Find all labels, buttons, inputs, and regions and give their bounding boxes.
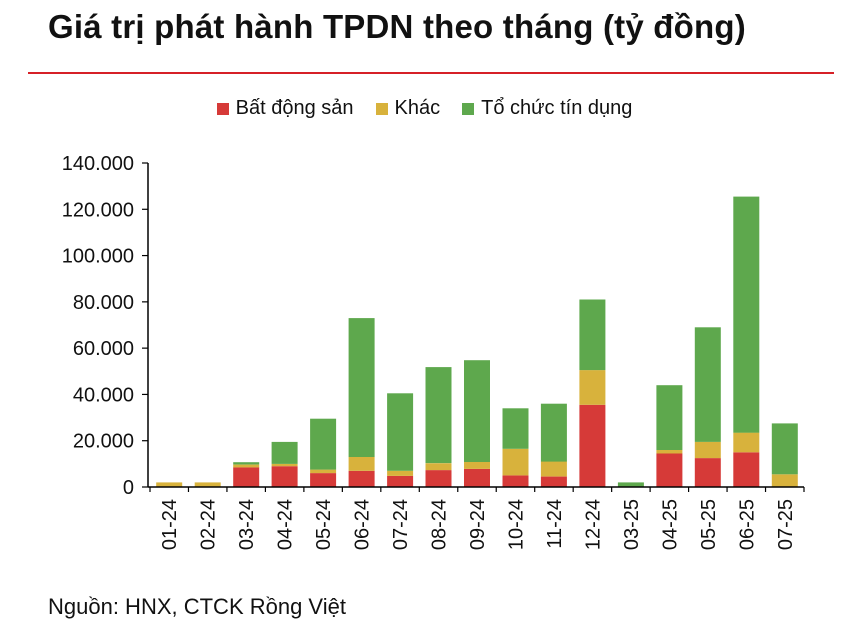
bar-segment [656,453,683,487]
bar-segment [387,475,414,487]
legend-item: Bất động sản [216,97,354,120]
y-tick-label: 100.000 [62,246,134,268]
bar-segment [656,450,683,454]
legend-label: Khác [394,97,441,119]
bar-segment [233,467,260,487]
bar-segment [694,441,721,459]
x-tick-label: 04-25 [659,499,681,550]
x-tick-label: 03-25 [621,499,643,550]
bar-segment [733,452,760,487]
x-tick-label: 01-24 [159,499,181,550]
bar-segment [694,458,721,487]
bar-segment [194,482,221,487]
legend-item: Khác [375,97,441,120]
bar-segment [387,470,414,476]
bar-segment [540,403,567,462]
x-tick-label: 06-25 [736,499,758,550]
bar-segment [348,456,375,471]
bar-segment [540,461,567,477]
bar-segment [502,448,529,476]
x-tick-label: 05-25 [698,499,720,550]
bar-segment [310,469,337,474]
bar-segment [579,404,606,487]
bar-segment [579,370,606,405]
legend-label: Bất động sản [235,97,354,119]
bar-segment [502,408,529,449]
bar-segment [464,360,490,462]
bar-segment [271,441,298,464]
x-tick-label: 06-24 [352,499,374,550]
bar-segment [464,468,490,487]
bar-segment [694,327,721,442]
bar-segment [656,385,683,450]
y-tick-label: 20.000 [73,431,134,453]
bar-segment [464,462,490,469]
chart-title: Giá trị phát hành TPDN theo tháng (tỷ đồ… [48,8,746,45]
x-tick-label: 09-24 [467,499,489,550]
legend-swatch [375,102,388,115]
legend-swatch [216,102,229,115]
bar-segment [425,463,452,471]
legend-swatch [462,102,475,115]
chart-legend: Bất động sản Khác Tổ chức tín dụng [0,97,849,120]
bar-segment [310,418,337,470]
bar-segment [348,470,375,487]
y-tick-label: 120.000 [62,199,134,221]
x-tick-label: 03-24 [236,499,258,550]
bar-segment [310,473,337,487]
bar-segment [348,318,375,457]
y-tick-label: 80.000 [73,292,134,314]
legend-item: Tổ chức tín dụng [462,97,632,120]
y-tick-label: 140.000 [62,153,134,175]
y-tick-label: 60.000 [73,338,134,360]
bar-segment [771,474,798,487]
bar-segment [387,393,414,471]
bar-segment [502,475,529,487]
x-tick-label: 04-24 [275,499,297,550]
y-tick-label: 0 [123,477,134,499]
bar-segment [617,482,644,487]
y-tick-label: 40.000 [73,384,134,406]
bar-segment [271,463,298,467]
bar-segment [156,482,183,487]
x-tick-label: 05-24 [313,499,335,550]
bar-segment [233,462,260,465]
bar-segment [425,470,452,487]
bar-segment [425,367,452,464]
x-tick-label: 11-24 [544,499,566,549]
legend-label: Tổ chức tín dụng [481,97,633,119]
bar-segment [733,196,760,433]
chart-canvas: 0 20.000 40.000 60.000 80.000 100.000 120.000 1… [62,153,805,550]
x-tick-label: 02-24 [198,499,220,550]
x-tick-label: 08-24 [429,499,451,550]
source-note: Nguồn: HNX, CTCK Rồng Việt [48,594,346,619]
x-tick-label: 07-25 [775,499,797,550]
bar-segment [771,423,798,475]
x-tick-label: 12-24 [582,499,604,550]
bar-segment [579,299,606,371]
x-tick-label: 07-24 [390,499,412,550]
title-divider [28,72,834,74]
bar-segment [271,466,298,487]
bar-segment [733,432,760,453]
bar-segment [540,476,567,487]
x-tick-label: 10-24 [506,499,528,550]
bar-segment [233,464,260,468]
